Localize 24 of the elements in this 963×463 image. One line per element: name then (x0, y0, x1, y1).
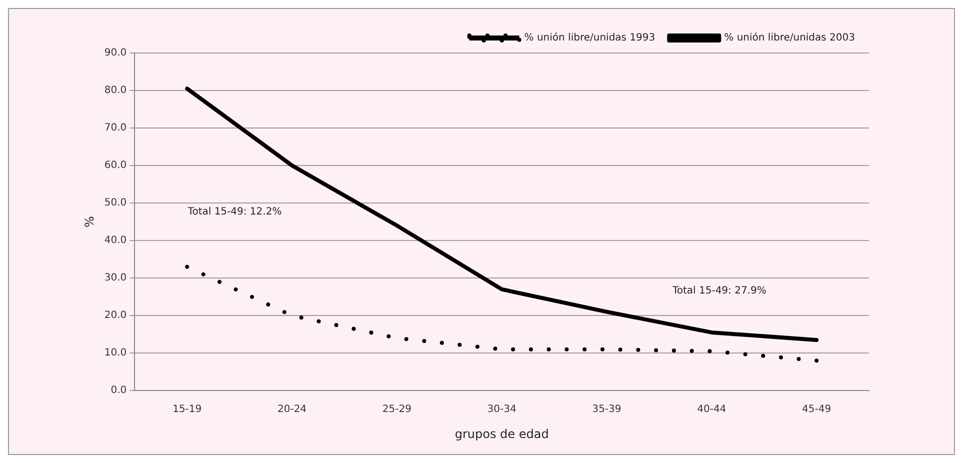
annotation: Total 15-49: 27.9% (671, 286, 766, 297)
x-tick-label: 15-19 (172, 404, 202, 416)
y-tick-label: 0.0 (110, 385, 127, 396)
y-axis-title: % (82, 216, 96, 228)
legend-label: % unión libre/unidas 1993 (524, 32, 656, 44)
x-axis-title: grupos de edad (454, 426, 549, 441)
y-tick-label: 20.0 (104, 310, 127, 322)
y-tick-label: 40.0 (104, 235, 127, 246)
y-tick-label: 70.0 (104, 122, 127, 134)
y-tick-label: 80.0 (104, 85, 127, 96)
y-tick-label: 10.0 (104, 348, 127, 359)
x-tick-label: 35-39 (592, 404, 622, 416)
x-tick-label: 20-24 (277, 404, 307, 416)
legend-label: % unión libre/unidas 2003 (724, 32, 856, 44)
y-tick-label: 90.0 (104, 48, 127, 59)
x-tick-label: 25-29 (382, 404, 412, 416)
y-tick-label: 60.0 (104, 160, 127, 172)
annotation: Total 15-49: 12.2% (186, 206, 282, 218)
x-tick-label: 40-44 (697, 404, 726, 416)
line-series (185, 264, 819, 363)
x-tick-label: 30-34 (487, 404, 516, 416)
y-tick-label: 50.0 (104, 198, 127, 209)
x-tick-label: 45-49 (802, 404, 832, 416)
y-tick-label: 30.0 (104, 272, 127, 284)
